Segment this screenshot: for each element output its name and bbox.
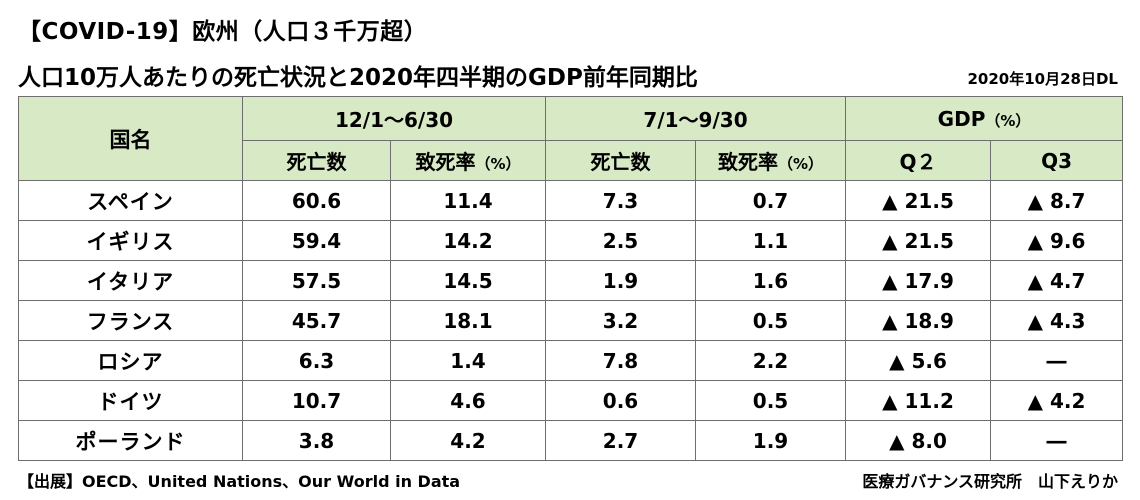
cfr-header-2: 致死率（%）: [695, 140, 847, 181]
cfr-label-2: 致死率: [718, 150, 778, 174]
country-cell: スペイン: [18, 180, 243, 221]
gdp-label: GDP: [937, 106, 986, 131]
gdp-q3-cell: ―: [990, 420, 1124, 461]
gdp-q3-cell: ―: [990, 340, 1124, 381]
deaths-header-2: 死亡数: [545, 140, 697, 181]
period-1-header: 12/1～6/30: [241, 96, 547, 141]
gdp-q2-cell: ▲ 5.6: [845, 340, 992, 381]
deaths-1-cell: 59.4: [242, 220, 391, 261]
cfr-1-cell: 14.5: [389, 260, 547, 301]
cfr-2-cell: 1.1: [695, 220, 847, 261]
cfr-1-cell: 14.2: [389, 220, 547, 261]
country-cell: ポーランド: [18, 420, 243, 461]
cfr-1-cell: 4.2: [389, 420, 547, 461]
author-credit: 医療ガバナンス研究所 山下えりか: [862, 472, 1118, 491]
country-cell: ロシア: [18, 340, 243, 381]
gdp-unit: （%）: [985, 111, 1031, 130]
gdp-header: GDP（%）: [845, 96, 1124, 141]
data-table: 国名 12/1～6/30 7/1～9/30 GDP（%） 死亡数 致死率（%） …: [18, 96, 1124, 461]
deaths-1-cell: 60.6: [242, 180, 391, 221]
q3-header: Q3: [990, 140, 1124, 181]
country-cell: イタリア: [18, 260, 243, 301]
gdp-q3-cell: ▲ 4.7: [990, 260, 1124, 301]
cfr-unit-1: （%）: [475, 155, 521, 173]
cfr-1-cell: 18.1: [389, 300, 547, 341]
cfr-2-cell: 0.7: [695, 180, 847, 221]
cfr-2-cell: 1.6: [695, 260, 847, 301]
deaths-2-cell: 7.3: [545, 180, 697, 221]
cfr-1-cell: 11.4: [389, 180, 547, 221]
deaths-1-cell: 3.8: [242, 420, 391, 461]
deaths-1-cell: 57.5: [242, 260, 391, 301]
cfr-2-cell: 2.2: [695, 340, 847, 381]
gdp-q2-cell: ▲ 11.2: [845, 380, 992, 421]
cfr-2-cell: 0.5: [695, 380, 847, 421]
cfr-1-cell: 4.6: [389, 380, 547, 421]
gdp-q3-cell: ▲ 8.7: [990, 180, 1124, 221]
page-subtitle: 人口10万人あたりの死亡状況と2020年四半期のGDP前年同期比: [18, 65, 698, 91]
country-header: 国名: [18, 96, 243, 181]
table-row: ドイツ 10.7 4.6 0.6 0.5 ▲ 11.2 ▲ 4.2: [18, 380, 1124, 421]
cfr-header-1: 致死率（%）: [389, 140, 547, 181]
table-row: スペイン 60.6 11.4 7.3 0.7 ▲ 21.5 ▲ 8.7: [18, 180, 1124, 221]
gdp-q2-cell: ▲ 18.9: [845, 300, 992, 341]
table-row: イタリア 57.5 14.5 1.9 1.6 ▲ 17.9 ▲ 4.7: [18, 260, 1124, 301]
gdp-q3-cell: ▲ 4.2: [990, 380, 1124, 421]
deaths-1-cell: 10.7: [242, 380, 391, 421]
page-title: 【COVID-19】欧州（人口３千万超）: [18, 19, 428, 45]
deaths-2-cell: 2.7: [545, 420, 697, 461]
period-2-header: 7/1～9/30: [545, 96, 847, 141]
deaths-2-cell: 2.5: [545, 220, 697, 261]
source-note: 【出展】OECD、United Nations、Our World in Dat…: [18, 472, 461, 491]
gdp-q3-cell: ▲ 4.3: [990, 300, 1124, 341]
deaths-2-cell: 0.6: [545, 380, 697, 421]
gdp-q2-cell: ▲ 21.5: [845, 220, 992, 261]
country-cell: ドイツ: [18, 380, 243, 421]
deaths-header-1: 死亡数: [242, 140, 391, 181]
table-row: フランス 45.7 18.1 3.2 0.5 ▲ 18.9 ▲ 4.3: [18, 300, 1124, 341]
gdp-q2-cell: ▲ 8.0: [845, 420, 992, 461]
cfr-2-cell: 1.9: [695, 420, 847, 461]
cfr-label-1: 致死率: [415, 150, 476, 174]
cfr-1-cell: 1.4: [389, 340, 547, 381]
cfr-2-cell: 0.5: [695, 300, 847, 341]
table-row: ロシア 6.3 1.4 7.8 2.2 ▲ 5.6 ―: [18, 340, 1124, 381]
q2-header: Q２: [845, 140, 992, 181]
gdp-q2-cell: ▲ 17.9: [845, 260, 992, 301]
deaths-2-cell: 7.8: [545, 340, 697, 381]
download-date: 2020年10月28日DL: [967, 70, 1118, 88]
table-row: ポーランド 3.8 4.2 2.7 1.9 ▲ 8.0 ―: [18, 420, 1124, 461]
table-row: イギリス 59.4 14.2 2.5 1.1 ▲ 21.5 ▲ 9.6: [18, 220, 1124, 261]
country-cell: イギリス: [18, 220, 243, 261]
deaths-2-cell: 3.2: [545, 300, 697, 341]
deaths-1-cell: 45.7: [242, 300, 391, 341]
deaths-2-cell: 1.9: [545, 260, 697, 301]
cfr-unit-2: （%）: [778, 155, 824, 173]
gdp-q2-cell: ▲ 21.5: [845, 180, 992, 221]
gdp-q3-cell: ▲ 9.6: [990, 220, 1124, 261]
country-cell: フランス: [18, 300, 243, 341]
deaths-1-cell: 6.3: [242, 340, 391, 381]
